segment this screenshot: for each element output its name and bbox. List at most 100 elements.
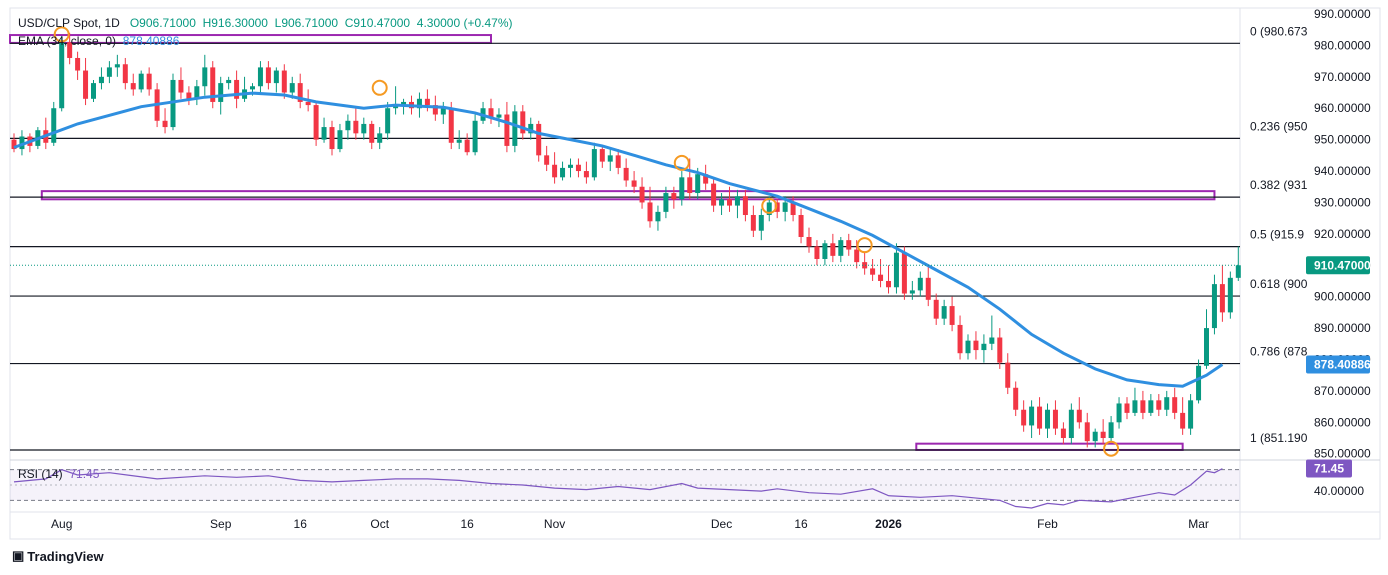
candle-body [901,252,907,294]
candle-body [329,127,335,150]
price-tick-label: 990.00000 [1314,7,1371,21]
time-tick-label: Mar [1188,517,1209,531]
candle-body [989,337,995,344]
candle-body [1140,400,1146,413]
candle-body [512,111,518,146]
candle-body [568,164,573,168]
candle-body [297,83,303,102]
pivot-circle [1103,440,1120,457]
tradingview-brand[interactable]: ▣ TradingView [12,548,104,564]
candle-body [321,127,327,140]
candle-body [1124,403,1130,413]
candle-body [345,120,351,131]
pivot-circle [53,26,70,43]
candle-body [1156,400,1162,410]
candle-body [671,193,677,200]
candle-body [758,215,764,231]
candle-body [655,211,661,222]
candle-body [1005,362,1011,388]
candle-body [790,202,796,216]
fib-label: 1 (851.190 [1250,431,1308,445]
time-tick-label: 2026 [875,517,902,531]
pivot-circle [371,79,388,96]
candle-body [448,108,454,143]
ema-legend[interactable]: EMA (34, close, 0) 878.40886 [18,34,179,48]
candle-body [838,240,844,256]
candle-body [862,262,868,269]
candle-body [401,101,407,106]
candle-body [226,79,232,84]
candle-body [607,155,613,162]
candle-body [234,79,240,99]
candle-body [1021,409,1027,426]
candle-body [377,133,383,143]
candle-body [289,83,295,93]
candle-body [639,186,645,203]
time-axis: Aug Sep 16 Oct 16 Nov Dec 16 2026 Feb Mar [51,517,1209,531]
price-change: 4.30000 (+0.47%) [416,16,513,30]
candle-body [774,202,780,212]
candle-body [560,167,566,178]
candle-body [393,105,399,109]
candle-body [854,249,860,263]
candle-body [552,164,558,178]
candle-body [599,149,605,162]
candle-body [536,123,542,156]
time-tick-label: Dec [711,517,732,531]
current-price-tag-bg [1306,256,1370,275]
candle-body [122,64,128,84]
fibonacci-levels: 0 (980.673 0.236 (950 0.382 (931 0.5 (915.9… [10,24,1308,451]
candle-body [186,92,192,99]
candle-body [488,108,494,118]
candle-body [1084,422,1090,442]
price-tick-label: 950.00000 [1314,133,1371,147]
candle-body [679,177,685,200]
candle-body [703,174,709,184]
candle-body [162,120,168,128]
candle-body [146,73,152,90]
rsi-axis-label: 40.00000 [1314,484,1364,498]
candle-body [909,290,915,294]
candle-body [981,343,987,351]
candle-body [870,268,876,275]
candle-body [997,337,1003,363]
candle-body [544,155,550,165]
candle-body [878,274,884,281]
price-tick-label: 920.00000 [1314,227,1371,241]
candle-body [742,196,748,216]
price-tick-label: 980.00000 [1314,38,1371,52]
candle-body [734,196,740,206]
candle-body [265,67,271,84]
candle-body [973,340,979,351]
candle-body [83,70,89,99]
candle-body [257,67,263,87]
candle-body [583,171,589,178]
pivot-circles [53,26,1120,457]
candle-body [202,67,208,87]
candle-body [886,280,891,288]
price-tick-label: 850.00000 [1314,447,1371,461]
current-price-tag: 910.47000 [1314,258,1371,272]
fib-label: 0.5 (915.9 [1250,228,1304,242]
candle-body [782,202,788,212]
candle-body [1037,406,1043,429]
pivot-circle [856,237,873,254]
price-tick-label: 930.00000 [1314,195,1371,209]
fib-label: 0.618 (900 [1250,277,1308,291]
candle-body [1188,400,1194,429]
candle-body [504,114,510,146]
candle-body [250,86,255,90]
candle-body [750,215,756,231]
candle-body [130,83,136,90]
ohlc-open: O906.71000 [129,16,196,30]
candle-body [893,252,899,288]
candle-body [1148,400,1154,413]
rsi-legend[interactable]: RSI (14) 71.45 [18,467,99,481]
price-tick-label: 870.00000 [1314,384,1371,398]
fib-label: 0.236 (950 [1250,119,1308,133]
candle-body [218,83,224,102]
zone-box [40,190,1216,201]
rsi-legend-value: 71.45 [69,467,100,481]
candle-body [194,86,200,99]
